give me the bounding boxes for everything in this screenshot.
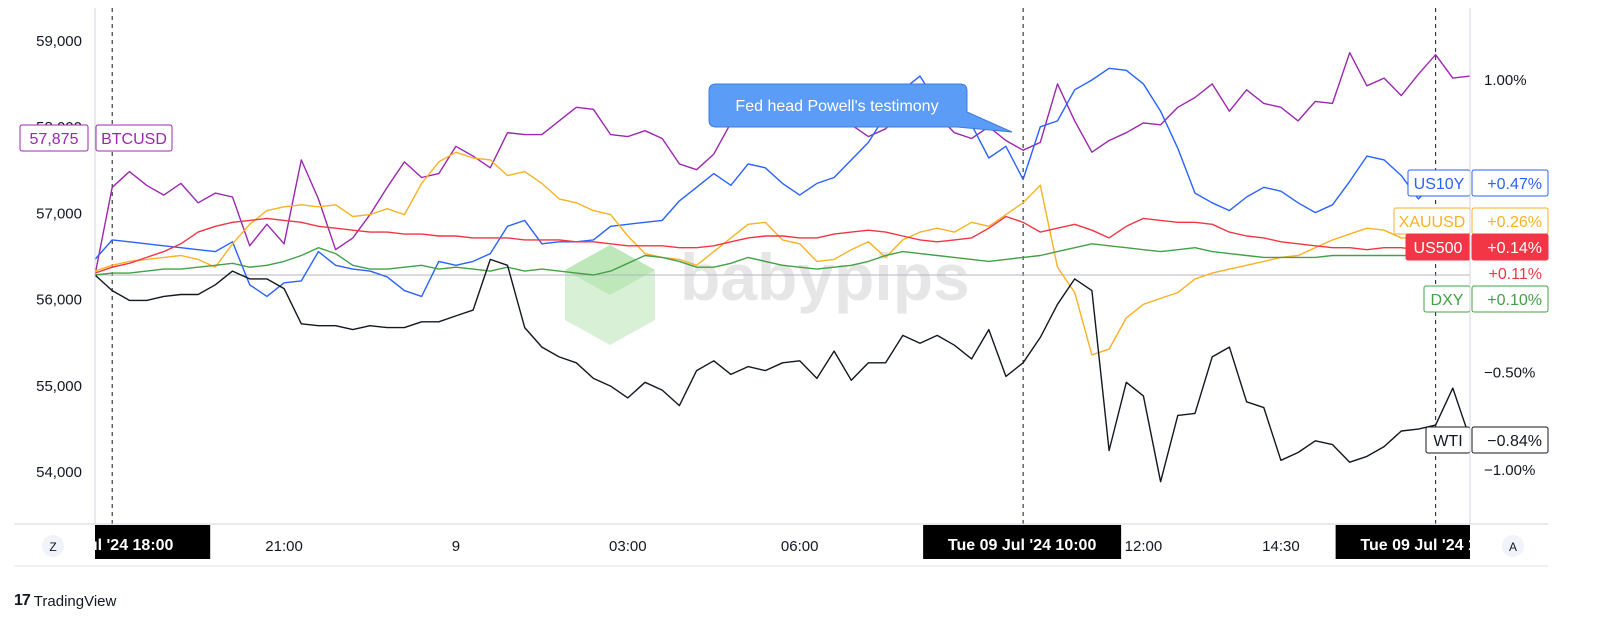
btcusd-name-label: BTCUSD — [101, 131, 167, 148]
annotation-bubble — [708, 83, 1013, 133]
us10y-name-label: US10Y — [1414, 176, 1465, 193]
xauusd-value-label: +0.26% — [1487, 214, 1542, 231]
x-highlight-label: Tue 09 Jul '24 18:00 — [1360, 537, 1509, 554]
tradingview-brand-text: TradingView — [33, 592, 117, 610]
x-tick-label: 9 — [452, 538, 460, 555]
series-line-us500 — [94, 215, 1470, 274]
x-highlight-box — [1335, 525, 1470, 559]
right-axis-button — [1502, 535, 1524, 557]
x-highlight-box — [95, 525, 211, 559]
babypips-watermark: babypips — [565, 240, 970, 345]
us10y-value-label: +0.47% — [1487, 176, 1542, 193]
annotation-callout: Fed head Powell's testimony — [708, 83, 1013, 133]
x-tick-label: 03:00 — [609, 538, 647, 555]
babypips-logo-top — [565, 245, 655, 295]
x-tick-label: 21:00 — [265, 538, 303, 555]
btcusd-price-label: 57,875 — [30, 131, 79, 148]
us10y-value-label-box — [1471, 169, 1549, 197]
left-tick-label: 57,000 — [36, 205, 82, 222]
x-tick-label: 14:30 — [1262, 538, 1300, 555]
x-tick-label: 12:00 — [1125, 538, 1163, 555]
x-tick-label: 06:00 — [781, 538, 819, 555]
dxy-value-label: +0.10% — [1487, 292, 1542, 309]
us500-value-label-box — [1471, 233, 1549, 261]
right-tick-label: −0.50% — [1484, 365, 1535, 382]
right-axis-button-label: A — [1509, 540, 1517, 554]
extra-percent-label: +0.11% — [1488, 266, 1542, 283]
tradingview-logo-icon: 17 — [14, 592, 31, 609]
x-highlight-labels: Jul '24 18:00 Tue 09 Jul '24 10:00 Tue 09 … — [79, 525, 1509, 559]
dxy-name-label: DXY — [1431, 292, 1464, 309]
series-labels: 57,875 BTCUSD US10Y +0.47% XAUUSD +0.26% US500… — [19, 124, 1549, 454]
right-tick-label: −1.00% — [1484, 462, 1535, 479]
wti-value-label: −0.84% — [1487, 433, 1542, 450]
btcusd-price-label-box — [19, 124, 89, 152]
x-highlight-box — [923, 525, 1122, 559]
series-line-dxy — [94, 243, 1470, 276]
wti-value-label-box — [1471, 426, 1549, 454]
left-tick-label: 59,000 — [36, 33, 82, 50]
series-line-wti — [94, 258, 1471, 483]
right-tick-label: 1.00% — [1484, 72, 1527, 89]
us500-name-label: US500 — [1414, 240, 1463, 257]
x-highlight-label: Jul '24 18:00 — [79, 537, 174, 554]
series-line-us10y — [94, 67, 1471, 298]
left-tick-label: 55,000 — [36, 378, 82, 395]
babypips-watermark-text: babypips — [680, 240, 970, 314]
left-tick-label: 56,000 — [36, 292, 82, 309]
series-line-xauusd — [94, 151, 1471, 356]
btcusd-name-label-box — [95, 124, 173, 152]
annotation-text: Fed head Powell's testimony — [735, 98, 938, 115]
dxy-value-label-box — [1471, 285, 1549, 313]
tradingview-brand[interactable]: 17 TradingView — [14, 592, 116, 610]
x-highlight-label: Tue 09 Jul '24 10:00 — [948, 537, 1097, 554]
x-axis: 21:00 9 03:00 06:00 12:00 14:30 Jul '24 18:00 T… — [42, 525, 1524, 559]
wti-name-label: WTI — [1433, 433, 1462, 450]
left-axis-button — [42, 535, 64, 557]
left-axis-button-label: Z — [49, 540, 56, 554]
us500-value-label: +0.14% — [1487, 240, 1542, 257]
xauusd-name-label: XAUUSD — [1399, 214, 1466, 231]
left-tick-label: 54,000 — [36, 464, 82, 481]
